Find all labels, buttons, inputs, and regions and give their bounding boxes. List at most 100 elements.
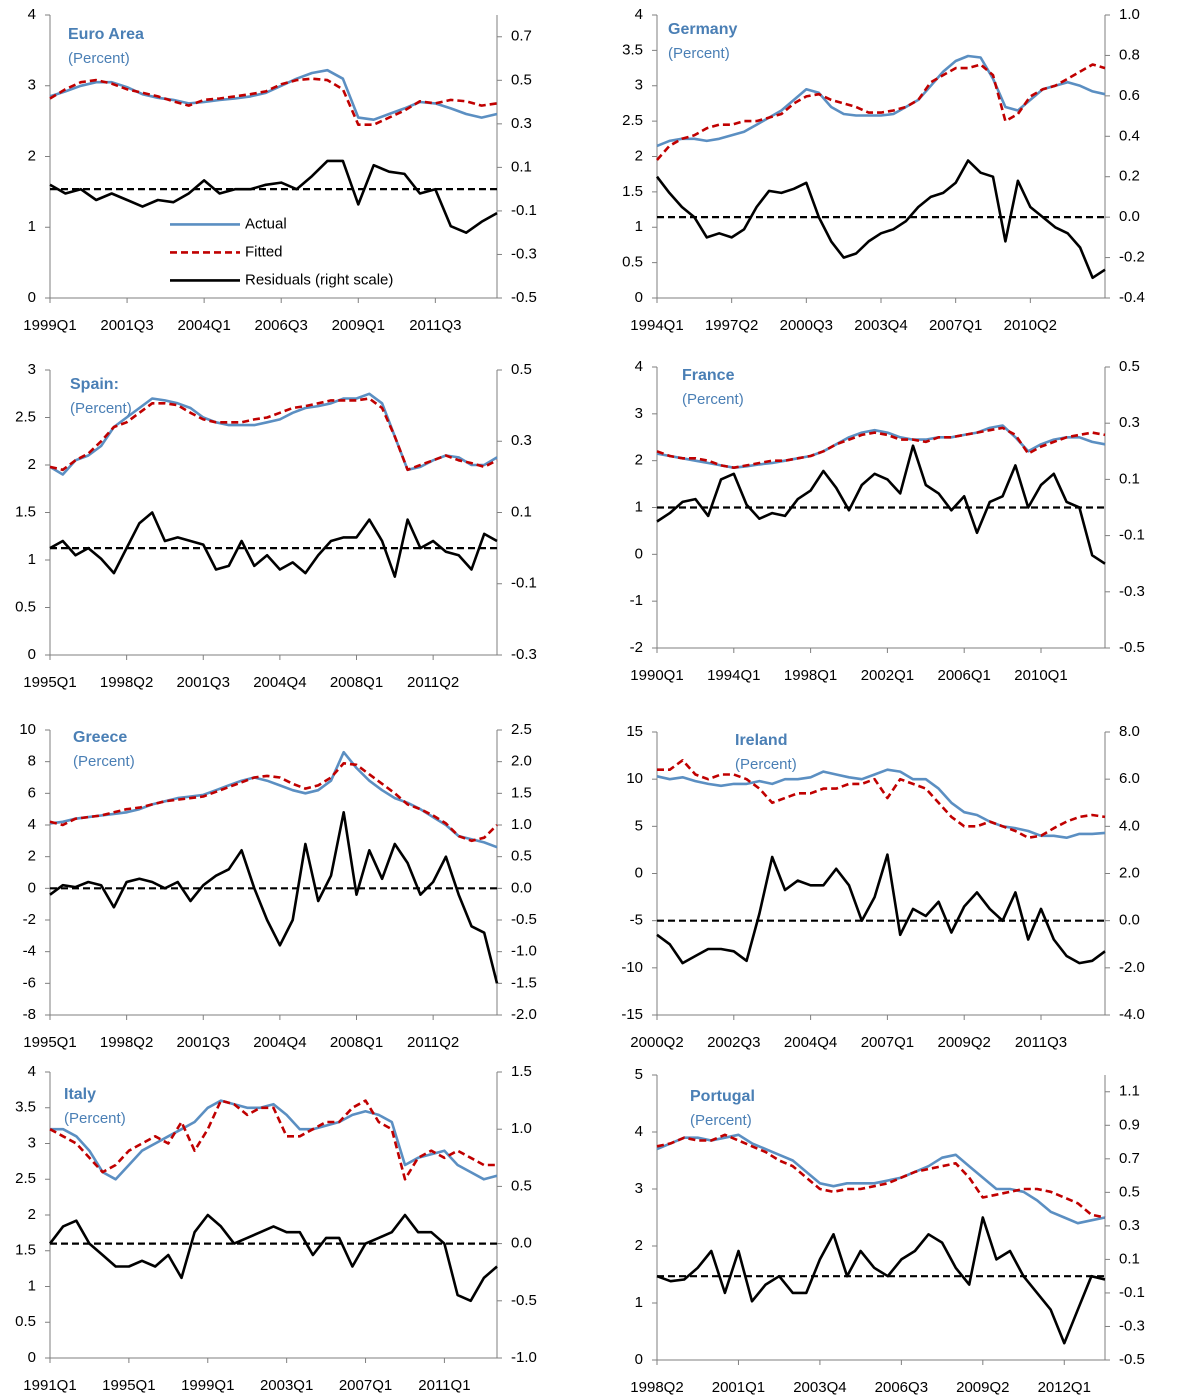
y2-tick-label: 8.0 [1119,723,1140,740]
x-tick-label: 2007Q1 [929,317,982,334]
y2-tick-label: 1.0 [511,1120,532,1137]
y-tick-label: 0 [28,289,36,306]
series-line [49,77,498,126]
y2-tick-label: 1.1 [1119,1083,1140,1100]
y2-tick-label: -2.0 [511,1006,537,1023]
legend-label: Residuals (right scale) [245,271,393,288]
legend-label: Actual [245,215,287,232]
y2-tick-label: -0.5 [1119,639,1145,656]
panel-title: France [682,367,735,384]
x-tick-label: 2000Q2 [630,1034,683,1051]
y-tick-label: 3 [635,77,643,94]
y-tick-label: -5 [630,912,643,929]
x-tick-label: 1994Q1 [630,317,683,334]
y-tick-label: 2 [635,1237,643,1254]
legend-label: Fitted [245,243,283,260]
y2-tick-label: 0.0 [511,1235,532,1252]
y-tick-label: -1 [630,592,643,609]
y2-tick-label: -0.5 [511,1292,537,1309]
y2-tick-label: 0.3 [1119,1217,1140,1234]
panel-subtitle: (Percent) [64,1110,126,1127]
y2-tick-label: 0.1 [1119,1250,1140,1267]
x-tick-label: 2010Q2 [1004,317,1057,334]
y-tick-label: 0 [635,1351,643,1368]
series-line [48,1213,498,1303]
y-tick-label: 2 [28,147,36,164]
y-tick-label: 2 [28,848,36,865]
x-tick-label: 1995Q1 [23,1034,76,1051]
series-line [656,426,1106,469]
x-tick-label: 2001Q3 [177,1034,230,1051]
panel-subtitle: (Percent) [73,753,135,770]
x-tick-label: 2001Q3 [100,317,153,334]
y-tick-label: 4 [28,1063,36,1080]
x-tick-label: 2009Q1 [332,317,385,334]
x-tick-label: 2004Q4 [253,1034,306,1051]
x-tick-label: 2011Q3 [1015,1034,1067,1051]
y2-tick-label: -0.2 [1119,249,1145,266]
y2-tick-label: -0.5 [511,911,537,928]
y2-tick-label: -0.1 [1119,1284,1145,1301]
y-tick-label: 0 [635,289,643,306]
y2-tick-label: -0.5 [511,289,537,306]
x-tick-label: 2010Q1 [1014,667,1067,684]
y2-tick-label: -0.1 [511,202,537,219]
panel-subtitle: (Percent) [682,391,744,408]
y2-tick-label: 0.2 [1119,168,1140,185]
x-tick-label: 1999Q1 [23,317,76,334]
y2-tick-label: -4.0 [1119,1006,1145,1023]
y2-tick-label: 0.0 [511,879,532,896]
panel-title: Euro Area [68,26,144,43]
y-tick-label: 0 [28,879,36,896]
x-tick-label: 2001Q3 [177,674,230,691]
series-line [49,750,498,849]
x-tick-label: 2006Q3 [255,317,308,334]
x-tick-label: 2003Q4 [854,317,907,334]
y-tick-label: 10 [19,721,36,738]
y-tick-label: 0.5 [15,598,36,615]
x-tick-label: 2004Q1 [177,317,230,334]
panel-title: Portugal [690,1088,755,1105]
y2-tick-label: 0.5 [511,71,532,88]
y2-tick-label: 0.5 [511,361,532,378]
y-tick-label: 3 [635,1180,643,1197]
x-tick-label: 2011Q2 [407,674,459,691]
x-tick-label: 2006Q1 [938,667,991,684]
y2-tick-label: 0.5 [1119,358,1140,375]
x-tick-label: 1998Q2 [100,1034,153,1051]
series-line [49,159,498,234]
y2-tick-label: 6.0 [1119,770,1140,787]
x-tick-label: 2007Q1 [861,1034,914,1051]
panel-title: Italy [64,1086,96,1103]
panel-subtitle: (Percent) [70,400,132,417]
series-line [656,1133,1106,1225]
x-tick-label: 1990Q1 [630,667,683,684]
x-tick-label: 2008Q1 [330,674,383,691]
series-line [656,444,1106,565]
y-tick-label: 8 [28,753,36,770]
y-tick-label: 2.5 [15,408,36,425]
y2-tick-label: 0.0 [1119,208,1140,225]
y2-tick-label: -0.3 [511,245,537,262]
y2-tick-label: 0.5 [511,1177,532,1194]
panel-title: Spain: [70,376,119,393]
x-tick-label: 1999Q1 [181,1377,234,1394]
y2-tick-label: -0.4 [1119,289,1145,306]
y-tick-label: 4 [28,816,36,833]
x-tick-label: 2009Q2 [938,1034,991,1051]
series-line [656,424,1106,469]
panel: -15 -10 -5 0 5 10 15 -4.0 -2.0 0.0 2.0 4.0 6.0 8.0 200… [621,723,1145,1051]
x-tick-label: 2009Q2 [956,1379,1009,1396]
series-line [49,392,498,476]
y2-tick-label: 0.4 [1119,127,1140,144]
x-tick-label: 2003Q4 [793,1379,846,1396]
panel: 0 1 2 3 4 5 -0.5 -0.3 -0.1 0.1 0.3 0.5 0.7 0.9 1.1 1998… [630,1066,1145,1396]
y-tick-label: 1 [28,551,36,568]
y2-tick-label: 1.0 [511,816,532,833]
x-tick-label: 2000Q3 [780,317,833,334]
y-tick-label: 0 [635,864,643,881]
y-tick-label: 4 [635,358,643,375]
series-line [656,768,1106,839]
y-tick-label: 3 [635,405,643,422]
x-tick-label: 2003Q1 [260,1377,313,1394]
